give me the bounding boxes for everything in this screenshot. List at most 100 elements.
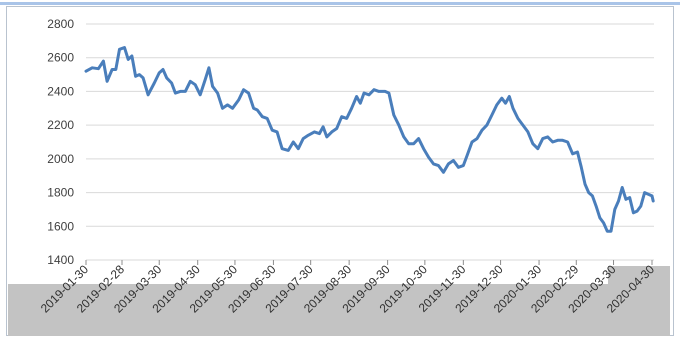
- data-point: [591, 195, 594, 197]
- data-point: [331, 131, 333, 133]
- data-point: [393, 114, 395, 116]
- data-point: [307, 134, 309, 136]
- data-point: [281, 148, 283, 150]
- data-point: [423, 148, 425, 150]
- data-point: [476, 138, 478, 140]
- data-point: [91, 67, 93, 69]
- data-point: [359, 102, 361, 104]
- data-point: [442, 171, 445, 173]
- data-point: [512, 107, 514, 109]
- data-point: [97, 68, 99, 70]
- data-point: [266, 117, 268, 119]
- data-point: [532, 143, 534, 145]
- data-point: [158, 72, 160, 74]
- data-point: [580, 166, 582, 168]
- data-point: [471, 141, 473, 143]
- data-point: [378, 90, 380, 92]
- data-point: [508, 95, 510, 98]
- data-point: [517, 117, 519, 119]
- data-point: [437, 165, 440, 167]
- data-point: [466, 154, 468, 157]
- data-point: [398, 124, 400, 126]
- data-point: [217, 92, 219, 94]
- data-point: [194, 84, 196, 86]
- data-point: [428, 156, 430, 158]
- data-point: [318, 133, 320, 135]
- data-point: [174, 92, 176, 94]
- data-point: [166, 77, 168, 79]
- data-point: [204, 79, 206, 81]
- data-point: [292, 141, 294, 143]
- data-point: [184, 90, 186, 92]
- y-axis-ticks: 2800 2600 2400 2200 2000 1800 1600 1400: [47, 17, 74, 267]
- data-point: [457, 166, 459, 168]
- data-point: [179, 90, 181, 92]
- data-point: [346, 117, 348, 119]
- data-point: [636, 210, 638, 212]
- data-point: [147, 94, 149, 96]
- data-point: [102, 60, 104, 62]
- data-point: [221, 107, 224, 109]
- data-point: [243, 89, 245, 91]
- data-point: [127, 58, 129, 61]
- data-point: [199, 94, 201, 96]
- data-point: [135, 75, 137, 77]
- data-point: [599, 217, 601, 219]
- data-point: [287, 149, 289, 151]
- data-point: [341, 116, 343, 118]
- y-tick-label: 2400: [47, 84, 74, 98]
- series-group: [84, 46, 655, 233]
- data-point: [576, 151, 579, 153]
- data-point: [562, 139, 564, 141]
- data-point: [388, 92, 390, 94]
- data-point: [644, 192, 646, 194]
- data-point: [131, 55, 133, 57]
- data-point: [118, 48, 121, 50]
- data-point: [432, 163, 435, 165]
- data-point: [504, 102, 507, 104]
- data-point: [171, 82, 173, 84]
- data-point: [403, 136, 405, 138]
- data-point: [651, 195, 653, 197]
- data-point: [322, 126, 324, 128]
- data-point: [614, 208, 616, 210]
- data-point: [501, 97, 503, 99]
- data-point: [85, 70, 87, 72]
- top-rule: [0, 2, 680, 5]
- y-tick-label: 2600: [47, 51, 74, 65]
- data-point: [584, 183, 586, 185]
- data-point: [384, 90, 386, 92]
- data-point: [111, 68, 113, 71]
- data-point: [418, 138, 420, 140]
- data-point: [603, 222, 605, 224]
- data-point: [276, 131, 278, 133]
- data-point: [336, 127, 338, 130]
- data-point: [368, 94, 370, 96]
- data-point: [447, 163, 449, 165]
- data-point: [572, 153, 574, 155]
- data-point: [595, 205, 597, 207]
- data-point: [491, 114, 493, 116]
- data-point: [356, 95, 358, 98]
- data-point: [647, 193, 649, 195]
- data-point: [208, 67, 210, 69]
- data-point: [153, 82, 155, 84]
- data-point: [625, 198, 627, 200]
- data-point: [123, 47, 126, 49]
- data-point: [256, 109, 258, 111]
- data-point: [632, 212, 635, 214]
- corner-grey-block: [608, 266, 670, 286]
- data-point: [115, 68, 117, 71]
- data-point: [212, 85, 214, 87]
- y-tick-label: 2200: [47, 118, 74, 132]
- data-point: [617, 200, 620, 202]
- data-point: [527, 131, 529, 133]
- data-point: [373, 89, 375, 91]
- data-point: [629, 197, 631, 199]
- data-point: [138, 74, 140, 76]
- data-point: [297, 148, 299, 150]
- data-point: [162, 68, 164, 71]
- data-point: [238, 99, 240, 101]
